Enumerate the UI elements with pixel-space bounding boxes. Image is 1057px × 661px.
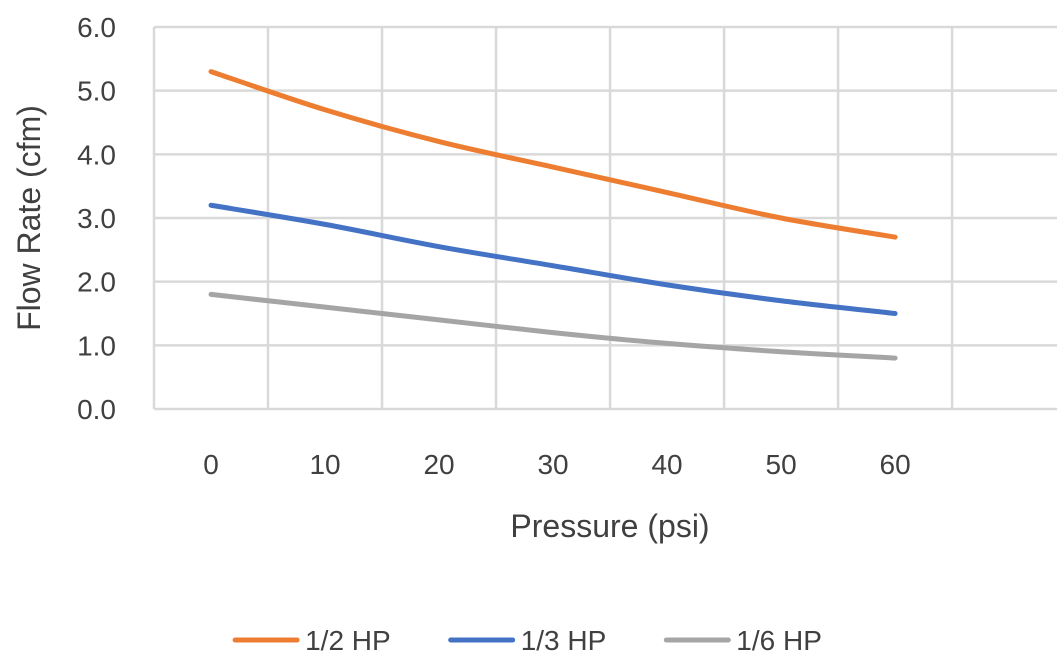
x-axis-title: Pressure (psi) xyxy=(510,508,709,544)
y-tick-label: 0.0 xyxy=(77,394,116,425)
x-tick-label: 20 xyxy=(423,449,454,480)
x-tick-label: 10 xyxy=(309,449,340,480)
legend-label: 1/6 HP xyxy=(736,625,822,656)
x-tick-label: 0 xyxy=(203,449,219,480)
y-tick-label: 3.0 xyxy=(77,203,116,234)
legend-item: 1/3 HP xyxy=(448,625,607,656)
legend: 1/2 HP 1/3 HP 1/6 HP xyxy=(232,625,822,656)
series-line-3 xyxy=(208,291,898,361)
series-line-2 xyxy=(208,202,898,316)
x-axis-ticks: 0 10 20 30 40 50 60 xyxy=(203,449,910,480)
legend-label: 1/3 HP xyxy=(521,625,607,656)
legend-item: 1/2 HP xyxy=(232,625,391,656)
series-lines xyxy=(208,69,898,361)
series-line-1 xyxy=(208,69,898,240)
y-axis-ticks: 0.0 1.0 2.0 3.0 4.0 5.0 6.0 xyxy=(77,12,116,425)
x-tick-label: 50 xyxy=(766,449,797,480)
y-tick-label: 4.0 xyxy=(77,139,116,170)
legend-label: 1/2 HP xyxy=(305,625,391,656)
y-tick-label: 1.0 xyxy=(77,330,116,361)
gridlines xyxy=(152,25,1057,411)
y-tick-label: 2.0 xyxy=(77,267,116,298)
x-tick-label: 40 xyxy=(651,449,682,480)
y-tick-label: 6.0 xyxy=(77,12,116,43)
y-axis-title: Flow Rate (cfm) xyxy=(11,105,47,331)
legend-item: 1/6 HP xyxy=(663,625,822,656)
y-tick-label: 5.0 xyxy=(77,76,116,107)
x-tick-label: 60 xyxy=(880,449,911,480)
x-tick-label: 30 xyxy=(537,449,568,480)
